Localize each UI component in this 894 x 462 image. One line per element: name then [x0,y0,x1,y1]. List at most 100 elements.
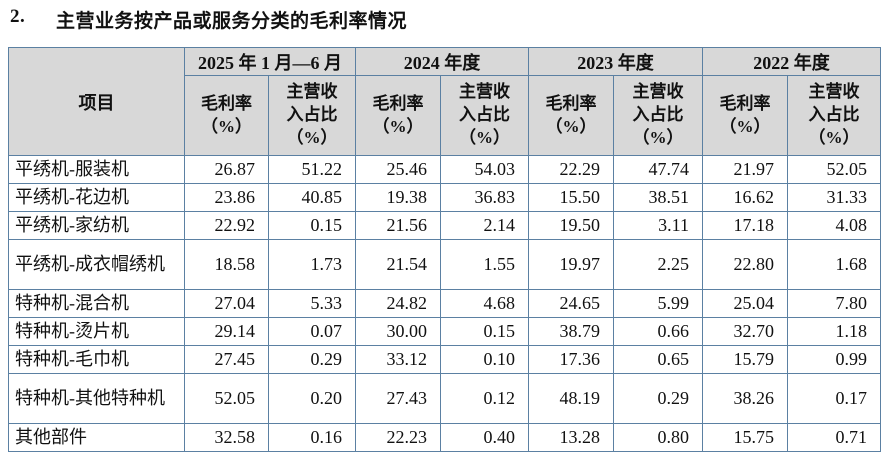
value-cell: 5.99 [613,289,703,318]
value-cell: 13.28 [528,423,614,452]
value-cell: 51.22 [268,155,356,184]
column-group-2023: 2023 年度 [528,47,703,76]
value-cell: 0.29 [268,345,356,374]
value-cell: 0.12 [440,373,529,424]
row-label: 特种机-毛巾机 [8,345,185,374]
section-title-text: 主营业务按产品或服务分类的毛利率情况 [56,11,408,32]
value-cell: 32.70 [702,317,788,346]
value-cell: 0.20 [268,373,356,424]
column-group-2025h1: 2025 年 1 月—6 月 [184,47,356,76]
value-cell: 2.25 [613,239,703,290]
period-header-row: 项目 2025 年 1 月—6 月 2024 年度 2023 年度 2022 年… [8,47,881,156]
value-cell: 0.99 [787,345,881,374]
value-cell: 54.03 [440,155,529,184]
table-body: 平绣机-服装机 26.87 51.22 25.46 54.03 22.29 47.74 21.… [8,155,881,452]
value-cell: 0.40 [440,423,529,452]
value-cell: 24.65 [528,289,614,318]
value-cell: 21.97 [702,155,788,184]
table-row: 平绣机-服装机 26.87 51.22 25.46 54.03 22.29 47.74 21.… [8,155,881,184]
value-cell: 30.00 [355,317,441,346]
value-cell: 21.56 [355,211,441,240]
value-cell: 0.15 [440,317,529,346]
row-label: 其他部件 [8,423,185,452]
value-cell: 0.16 [268,423,356,452]
value-cell: 36.83 [440,183,529,212]
value-cell: 0.80 [613,423,703,452]
row-label: 平绣机-家纺机 [8,211,185,240]
value-cell: 16.62 [702,183,788,212]
value-cell: 19.50 [528,211,614,240]
value-cell: 24.82 [355,289,441,318]
value-cell: 38.79 [528,317,614,346]
column-header-margin-2024: 毛利率 （%） [355,75,441,156]
row-label: 平绣机-成衣帽绣机 [8,239,185,290]
value-cell: 0.10 [440,345,529,374]
value-cell: 17.18 [702,211,788,240]
value-cell: 1.68 [787,239,881,290]
document-page: 2. 主营业务按产品或服务分类的毛利率情况 项目 2025 年 1 月—6 月 … [8,6,881,452]
value-cell: 7.80 [787,289,881,318]
row-label: 特种机-其他特种机 [8,373,185,424]
value-cell: 25.04 [702,289,788,318]
value-cell: 15.79 [702,345,788,374]
value-cell: 27.04 [184,289,269,318]
value-cell: 19.38 [355,183,441,212]
value-cell: 4.68 [440,289,529,318]
column-header-share-2023: 主营收 入占比 （%） [613,75,703,156]
table-row: 平绣机-花边机 23.86 40.85 19.38 36.83 15.50 38.51 16.… [8,183,881,212]
table-header: 项目 2025 年 1 月—6 月 2024 年度 2023 年度 2022 年… [8,47,881,156]
value-cell: 23.86 [184,183,269,212]
column-group-2022: 2022 年度 [702,47,881,76]
value-cell: 15.75 [702,423,788,452]
value-cell: 27.43 [355,373,441,424]
value-cell: 22.92 [184,211,269,240]
column-header-share-2025h1: 主营收 入占比 （%） [268,75,356,156]
value-cell: 2.14 [440,211,529,240]
value-cell: 21.54 [355,239,441,290]
value-cell: 52.05 [184,373,269,424]
value-cell: 17.36 [528,345,614,374]
column-header-margin-2022: 毛利率 （%） [702,75,788,156]
row-label: 平绣机-花边机 [8,183,185,212]
value-cell: 48.19 [528,373,614,424]
value-cell: 5.33 [268,289,356,318]
value-cell: 22.80 [702,239,788,290]
value-cell: 52.05 [787,155,881,184]
section-number: 2. [10,6,26,27]
value-cell: 0.29 [613,373,703,424]
column-header-share-2022: 主营收 入占比 （%） [787,75,881,156]
value-cell: 15.50 [528,183,614,212]
value-cell: 32.58 [184,423,269,452]
value-cell: 0.07 [268,317,356,346]
row-label: 特种机-烫片机 [8,317,185,346]
column-header-share-2024: 主营收 入占比 （%） [440,75,529,156]
value-cell: 25.46 [355,155,441,184]
value-cell: 38.26 [702,373,788,424]
value-cell: 47.74 [613,155,703,184]
value-cell: 19.97 [528,239,614,290]
value-cell: 22.29 [528,155,614,184]
value-cell: 3.11 [613,211,703,240]
gross-margin-table: 项目 2025 年 1 月—6 月 2024 年度 2023 年度 2022 年… [8,47,881,452]
value-cell: 33.12 [355,345,441,374]
value-cell: 22.23 [355,423,441,452]
value-cell: 18.58 [184,239,269,290]
value-cell: 0.65 [613,345,703,374]
value-cell: 0.17 [787,373,881,424]
table-row: 其他部件 32.58 0.16 22.23 0.40 13.28 0.80 15.75 0.71 [8,423,881,452]
column-group-2024: 2024 年度 [355,47,529,76]
value-cell: 26.87 [184,155,269,184]
table-row: 平绣机-成衣帽绣机 18.58 1.73 21.54 1.55 19.97 2.25 22.8… [8,239,881,290]
value-cell: 40.85 [268,183,356,212]
value-cell: 31.33 [787,183,881,212]
value-cell: 0.71 [787,423,881,452]
table-row: 特种机-其他特种机 52.05 0.20 27.43 0.12 48.19 0.29 38.2… [8,373,881,424]
value-cell: 27.45 [184,345,269,374]
column-header-margin-2023: 毛利率 （%） [528,75,614,156]
value-cell: 1.18 [787,317,881,346]
value-cell: 0.66 [613,317,703,346]
subheader-row: 毛利率 （%） 主营收 入占比 （%） 毛利率 （%） 主营收 入占比 （%） … [9,75,881,156]
value-cell: 4.08 [787,211,881,240]
column-header-item: 项目 [8,47,185,156]
table-row: 特种机-混合机 27.04 5.33 24.82 4.68 24.65 5.99 25.04 7… [8,289,881,318]
